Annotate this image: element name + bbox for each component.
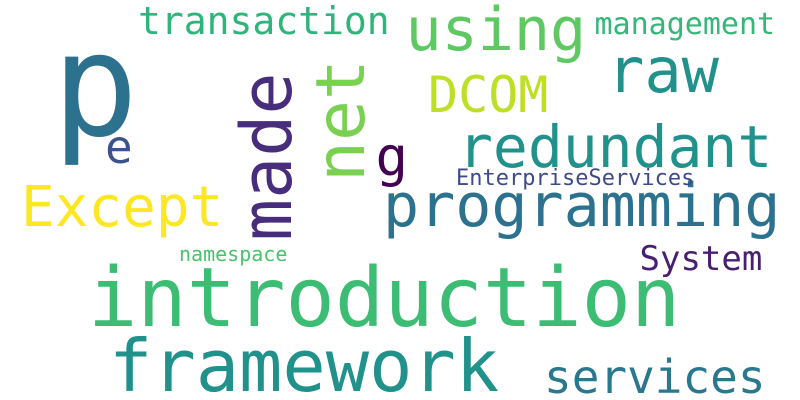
word-raw: raw	[607, 34, 719, 107]
word-e: e	[105, 120, 133, 174]
word-g: g	[375, 125, 409, 188]
word-except: Except	[21, 175, 224, 240]
word-made: made	[226, 71, 308, 241]
word-dcom: DCOM	[428, 66, 549, 124]
word-management: management	[594, 7, 776, 42]
word-p: p	[52, 1, 139, 169]
word-transaction: transaction	[138, 0, 390, 43]
word-net: net	[302, 58, 381, 182]
word-introduction: introduction	[88, 251, 681, 346]
word-redundant: redundant	[458, 113, 773, 181]
word-namespace: namespace	[179, 242, 288, 266]
word-enterpriseservices: EnterpriseServices	[456, 166, 695, 191]
word-using: using	[405, 0, 587, 65]
word-programming: programming	[383, 171, 781, 241]
word-services: services	[544, 350, 766, 400]
word-system: System	[639, 239, 763, 279]
word-framework: framework	[109, 324, 500, 400]
